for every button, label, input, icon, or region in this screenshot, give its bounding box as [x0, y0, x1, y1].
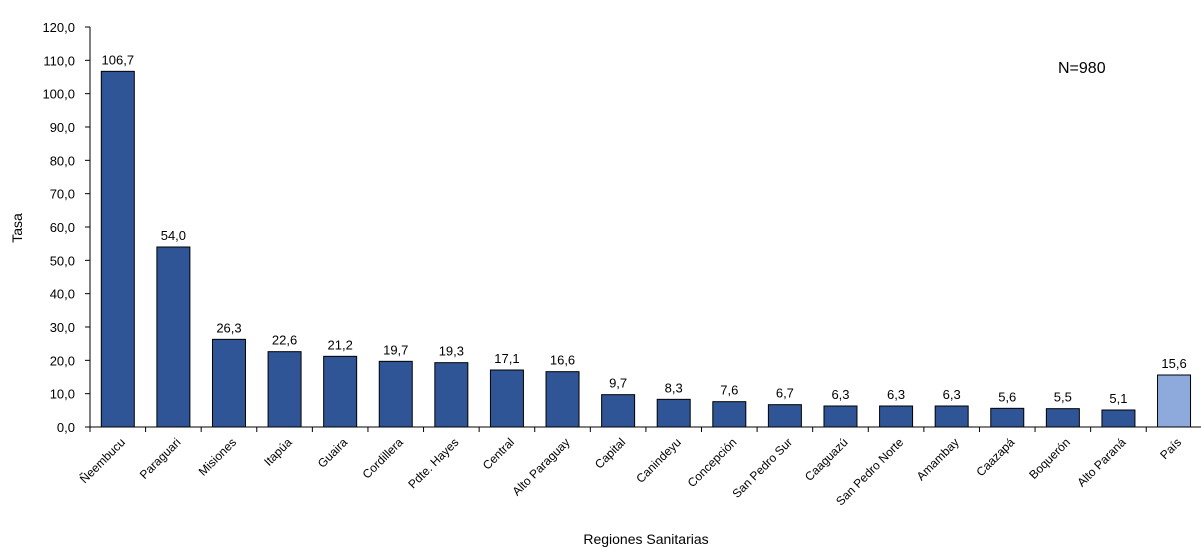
category-label: País: [1157, 435, 1184, 462]
data-label: 6,3: [887, 387, 905, 402]
x-axis-title: Regiones Sanitarias: [583, 531, 708, 547]
category-label: Caaguazú: [802, 435, 851, 484]
bar: [1157, 374, 1192, 428]
data-label: 7,6: [720, 383, 738, 398]
bars: [100, 70, 1192, 428]
category-label: Amambay: [914, 435, 962, 483]
y-tick-label: 50,0: [50, 253, 75, 268]
bar: [934, 405, 969, 428]
y-axis: 0,0 10,0 20,0 30,0 40,0 50,0 60,0 70,0 80,0 90,0 1…: [42, 20, 91, 435]
data-label: 5,1: [1109, 391, 1127, 406]
bar: [489, 369, 524, 428]
bar: [712, 401, 747, 428]
x-axis: [89, 426, 1201, 432]
category-label: Ñeembucu: [77, 435, 128, 486]
y-tick-label: 80,0: [50, 153, 75, 168]
bar: [211, 338, 246, 428]
bar: [767, 404, 802, 428]
category-label: Caazapá: [974, 435, 1018, 479]
bar: [323, 355, 358, 428]
category-label: Central: [480, 435, 517, 472]
y-tick-label: 120,0: [42, 20, 75, 35]
y-tick-label: 110,0: [43, 53, 75, 68]
data-label: 19,7: [383, 342, 408, 357]
data-label: 6,7: [776, 386, 794, 401]
data-label: 5,5: [1054, 390, 1072, 405]
category-label: Pdte. Hayes: [405, 435, 461, 491]
y-tick-label: 20,0: [50, 353, 75, 368]
bar: [545, 371, 580, 428]
bar: [100, 70, 135, 428]
bar: [656, 398, 691, 428]
y-tick-label: 0,0: [57, 420, 75, 435]
bar: [823, 405, 858, 428]
bar: [1101, 409, 1136, 428]
y-tick-label: 100,0: [42, 87, 75, 102]
category-label: Alto Paraguay: [509, 435, 572, 498]
data-label: 21,2: [328, 337, 353, 352]
data-label: 6,3: [831, 387, 849, 402]
category-label: Alto Paraná: [1074, 435, 1128, 489]
category-label: Misiones: [196, 435, 239, 478]
category-label: Guaira: [315, 435, 351, 471]
data-label: 22,6: [272, 333, 297, 348]
data-label: 19,3: [439, 344, 464, 359]
bar: [378, 360, 413, 428]
data-label: 5,6: [998, 389, 1016, 404]
category-label: Canindeyu: [633, 435, 683, 485]
n-annotation: N=980: [1058, 60, 1106, 77]
data-label: 106,7: [102, 52, 135, 67]
category-label: Cordillera: [360, 435, 406, 481]
bar: [990, 407, 1025, 428]
y-tick-label: 90,0: [50, 120, 75, 135]
data-label: 6,3: [943, 387, 961, 402]
bar: [267, 351, 302, 428]
bar: [601, 394, 636, 428]
bar: [879, 405, 914, 428]
category-label: Paraguari: [137, 435, 184, 482]
data-label: 54,0: [161, 228, 186, 243]
data-labels: 106,7 54,0 26,3 22,6 21,2 19,7 19,3 17,1 16,6 9,7…: [102, 52, 1187, 406]
y-tick-label: 60,0: [50, 220, 75, 235]
y-tick-label: 30,0: [50, 320, 75, 335]
y-axis-title: Tasa: [9, 213, 25, 243]
category-label: Itapúa: [261, 435, 295, 469]
data-label: 26,3: [216, 320, 241, 335]
bar: [156, 246, 191, 428]
category-labels: Ñeembucu Paraguari Misiones Itapúa Guaira Cor…: [77, 435, 1184, 508]
data-label: 8,3: [665, 380, 683, 395]
y-tick-label: 70,0: [50, 187, 75, 202]
y-tick-label: 10,0: [50, 387, 75, 402]
data-label: 9,7: [609, 376, 627, 391]
category-label: Boquerón: [1026, 435, 1073, 482]
bar: [1045, 408, 1080, 428]
data-label: 17,1: [494, 351, 519, 366]
bar: [434, 362, 469, 428]
data-label: 16,6: [550, 353, 575, 368]
y-tick-label: 40,0: [50, 287, 75, 302]
category-label: Concepción: [685, 435, 740, 490]
data-label: 15,6: [1161, 356, 1186, 371]
category-label: Capital: [592, 435, 628, 471]
